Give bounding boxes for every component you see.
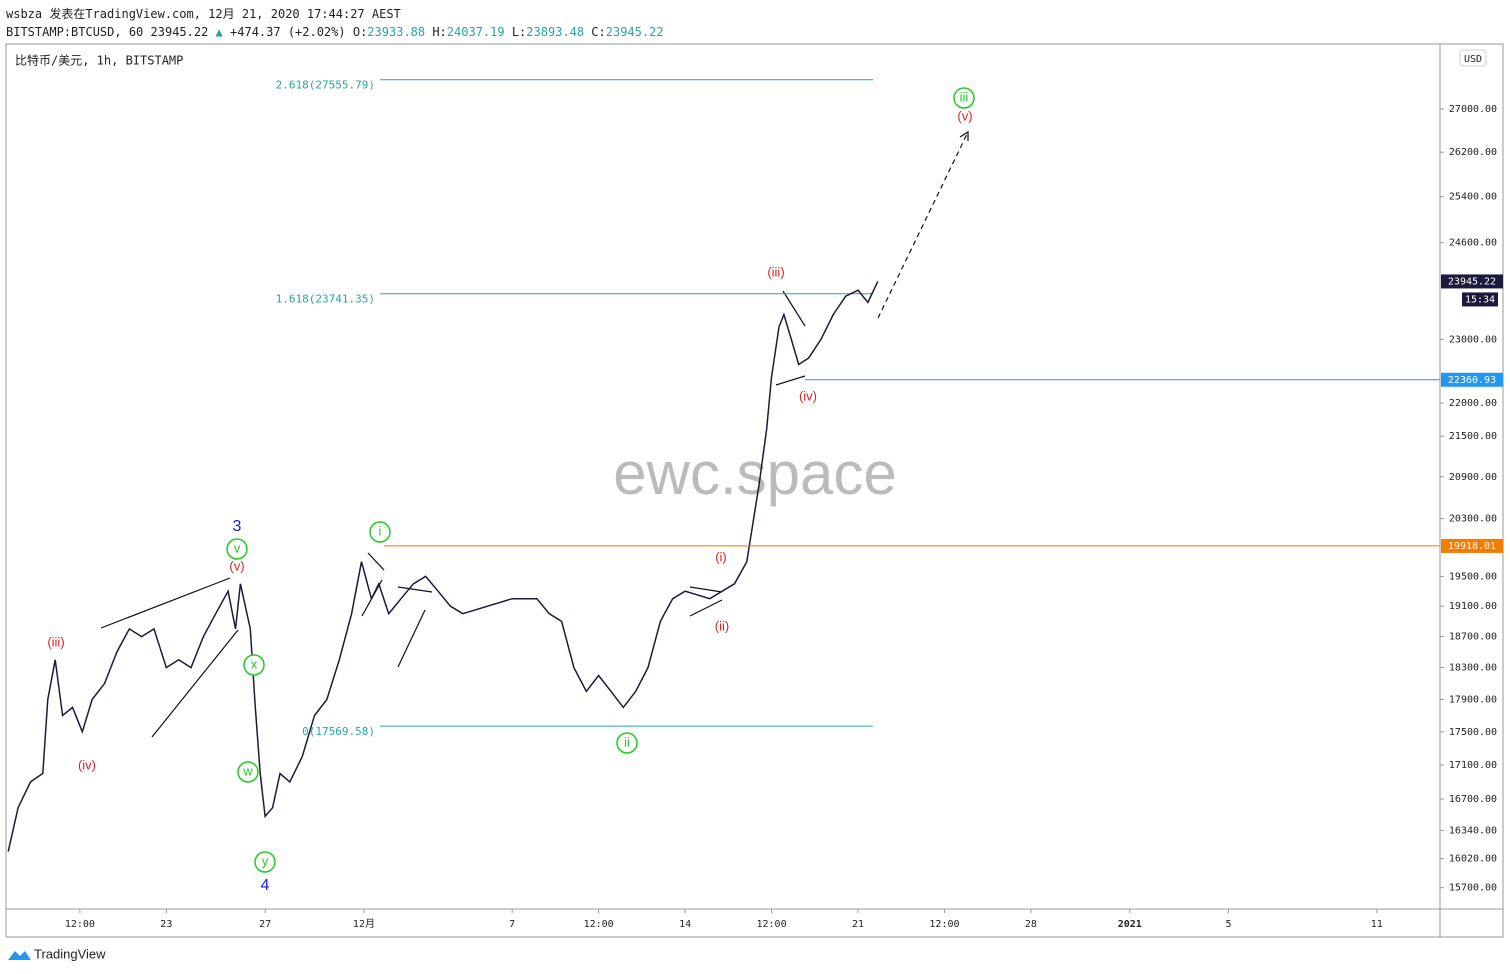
y-tick-label: 22000.00 xyxy=(1449,398,1497,409)
x-tick-label: 11 xyxy=(1371,919,1383,930)
wave-circle xyxy=(226,538,248,560)
x-tick-label: 23 xyxy=(160,919,172,930)
y-tick-label: 23000.00 xyxy=(1449,334,1497,345)
ohlc-value: 23933.88 xyxy=(367,25,426,39)
wave-label: iii xyxy=(960,89,969,104)
price-tag: 19918.01 xyxy=(1448,541,1496,552)
wave-circle xyxy=(616,732,638,754)
fib-label: 0(17569.58) xyxy=(302,725,375,738)
wave-label: v xyxy=(234,540,241,555)
ohlc-value: 23893.48 xyxy=(526,25,585,39)
y-tick-label: 19100.00 xyxy=(1449,601,1497,612)
y-tick-label: 19500.00 xyxy=(1449,571,1497,582)
wave-label: (v) xyxy=(957,108,972,123)
symbol: BITSTAMP:BTCUSD, 60 xyxy=(6,25,144,39)
y-tick-label: 16020.00 xyxy=(1449,854,1497,865)
wave-label: 4 xyxy=(261,877,270,894)
header-line: BITSTAMP:BTCUSD, 60 23945.22 ▲ +474.37 (… xyxy=(6,23,664,41)
price-line xyxy=(7,281,879,852)
legend: 比特币/美元, 1h, BITSTAMP xyxy=(15,53,183,68)
wave-label: (v) xyxy=(229,558,244,573)
y-tick-label: 20300.00 xyxy=(1449,514,1497,525)
wave-circle xyxy=(243,654,265,676)
y-tick-label: 27000.00 xyxy=(1449,104,1497,115)
wave-circle xyxy=(953,87,975,109)
y-tick-label: 26200.00 xyxy=(1449,147,1497,158)
wave-label: w xyxy=(242,763,253,778)
x-tick-label: 12:00 xyxy=(65,919,95,930)
countdown-bg xyxy=(1462,292,1498,307)
header-line: wsbza 发表在TradingView.com, 12月 21, 2020 1… xyxy=(6,7,401,21)
currency: USD xyxy=(1464,54,1482,65)
y-tick-label: 24600.00 xyxy=(1449,238,1497,249)
fib-label: 2.618(27555.79) xyxy=(276,79,375,92)
currency-button[interactable] xyxy=(1459,49,1487,67)
watermark: ewc.space xyxy=(613,440,896,507)
y-tick-label: 21500.00 xyxy=(1449,431,1497,442)
x-tick-label: 21 xyxy=(852,919,864,930)
wave-label: (iii) xyxy=(767,264,784,279)
wave-label: (iv) xyxy=(799,388,817,403)
x-tick-label: 12月 xyxy=(353,918,375,930)
price-tag-bg xyxy=(1441,538,1503,553)
ohlc-label: O: xyxy=(352,25,368,39)
y-tick-label: 18700.00 xyxy=(1449,632,1497,643)
x-tick-label: 2021 xyxy=(1118,919,1142,930)
footer: TradingView xyxy=(34,946,106,961)
y-tick-label: 16700.00 xyxy=(1449,794,1497,805)
wave-label: (iii) xyxy=(47,634,64,649)
wave-label: i xyxy=(379,523,382,538)
spacer xyxy=(1455,945,1460,950)
x-tick-label: 28 xyxy=(1025,919,1037,930)
price-tag: 22360.93 xyxy=(1448,375,1496,386)
ohlc: O:23933.88 H:24037.19 L:23893.48 C:23945… xyxy=(353,25,664,39)
y-tick-label: 17100.00 xyxy=(1449,760,1497,771)
price-tag-bg xyxy=(1441,372,1503,387)
x-tick-label: 12:00 xyxy=(929,919,959,930)
wave-label: (i) xyxy=(715,549,727,564)
up-icon: ▲ xyxy=(215,25,223,39)
y-tick-label: 20900.00 xyxy=(1449,472,1497,483)
wave-circle xyxy=(369,521,391,543)
trendlines xyxy=(100,130,969,738)
wave-circle xyxy=(254,851,276,873)
x-tick-label: 12:00 xyxy=(584,919,614,930)
last: 23945.22 xyxy=(150,25,209,39)
logo xyxy=(8,951,31,960)
y-tick-label: 25400.00 xyxy=(1449,192,1497,203)
wave-label: ii xyxy=(624,734,630,749)
ohlc-label: L: xyxy=(511,25,527,39)
wave-label: x xyxy=(251,656,258,671)
wave-label: y xyxy=(262,853,269,868)
y-tick-label: 17500.00 xyxy=(1449,727,1497,738)
y-tick-label: 17900.00 xyxy=(1449,694,1497,705)
countdown: 15:34 xyxy=(1465,294,1495,305)
y-tick-label: 18300.00 xyxy=(1449,663,1497,674)
wave-label: (ii) xyxy=(715,618,729,633)
frame xyxy=(5,43,1504,938)
header: wsbza 发表在TradingView.com, 12月 21, 2020 1… xyxy=(6,5,664,41)
x-tick-label: 12:00 xyxy=(756,919,786,930)
price-tag: 23945.22 xyxy=(1448,276,1496,287)
x-tick-label: 27 xyxy=(259,919,271,930)
fib-label: 1.618(23741.35) xyxy=(276,293,375,306)
wave-label: 3 xyxy=(233,518,242,535)
ohlc-value: 24037.19 xyxy=(446,25,505,39)
x-tick-label: 5 xyxy=(1226,919,1232,930)
x-tick-label: 14 xyxy=(679,919,691,930)
change: +474.37 (+2.02%) xyxy=(230,25,346,39)
ohlc-label: H: xyxy=(432,25,447,39)
wave-label: (iv) xyxy=(78,757,96,772)
ohlc-value: 23945.22 xyxy=(605,25,664,39)
ohlc-label: C: xyxy=(591,25,606,39)
x-tick-label: 7 xyxy=(509,919,515,930)
y-tick-label: 15700.00 xyxy=(1449,883,1497,894)
price-tag-bg xyxy=(1441,274,1503,289)
y-tick-label: 16340.00 xyxy=(1449,825,1497,836)
wave-circle xyxy=(237,761,259,783)
